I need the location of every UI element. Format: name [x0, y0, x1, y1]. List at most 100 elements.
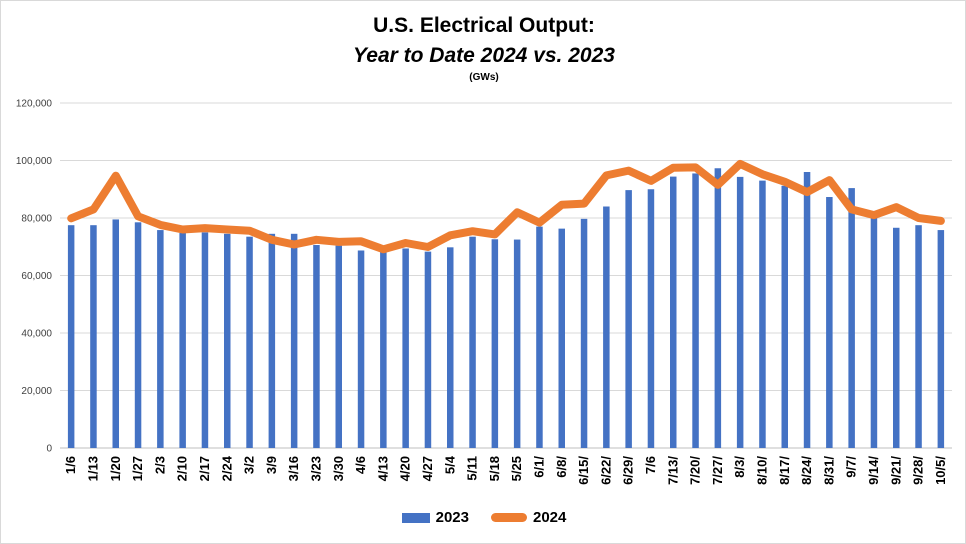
x-tick-label: 6/29/: [621, 456, 636, 485]
bar-2023: [603, 206, 610, 448]
bar-2023: [424, 251, 432, 448]
chart-legend: 2023 2024: [1, 509, 966, 526]
bar-2023: [335, 245, 342, 448]
legend-swatch-bar: [401, 512, 430, 523]
x-tick-label: 8/10/: [754, 456, 769, 485]
chart-title: U.S. Electrical Output:: [373, 14, 595, 37]
point-2024: [627, 169, 630, 172]
x-tick-label: 6/22/: [598, 456, 613, 485]
x-tick-label: 2/3: [152, 456, 167, 474]
x-tick-label: 9/28/: [911, 456, 926, 485]
point-2024: [939, 219, 942, 222]
legend-label-2023: 2023: [435, 509, 469, 526]
point-2024: [672, 166, 675, 169]
bar-2023: [781, 185, 788, 449]
x-tick-label: 3/2: [242, 456, 257, 474]
point-2024: [895, 206, 898, 209]
bar-2023: [558, 228, 565, 448]
x-tick-label: 7/20/: [688, 456, 703, 485]
bar-2023: [625, 190, 632, 449]
point-2024: [828, 179, 831, 182]
x-tick-label: 2/24: [219, 455, 234, 481]
point-2024: [761, 173, 764, 176]
point-2024: [471, 230, 474, 233]
point-2024: [315, 238, 318, 241]
point-2024: [293, 243, 296, 246]
bar-2023: [692, 173, 699, 448]
bar-2023: [290, 233, 298, 448]
x-tick-label: 7/6: [643, 456, 658, 474]
x-tick-label: 5/18: [487, 456, 502, 481]
x-tick-label: 5/11: [465, 456, 480, 481]
point-2024: [70, 217, 73, 220]
x-tick-label: 7/13/: [665, 456, 680, 485]
point-2024: [917, 217, 920, 219]
bar-2023: [736, 176, 744, 448]
point-2024: [426, 246, 429, 249]
bar-2023: [268, 233, 276, 448]
bar-2023: [513, 239, 521, 448]
bar-2023: [870, 215, 878, 448]
x-tick-label: 1/27: [130, 456, 145, 481]
bar-2023: [491, 239, 499, 448]
x-tick-label: 5/25: [509, 456, 524, 481]
bar-2023: [179, 232, 186, 448]
x-tick-label: 6/15/: [576, 456, 591, 485]
point-2024: [806, 191, 809, 194]
line-2024: [67, 159, 945, 254]
chart-unit-label: (GWs): [469, 72, 499, 83]
point-2024: [850, 208, 853, 211]
chart-subtitle: Year to Date 2024 vs. 2023: [353, 44, 615, 67]
point-2024: [203, 227, 206, 230]
x-tick-label: 3/9: [264, 456, 279, 474]
bar-2023: [803, 172, 811, 448]
point-2024: [493, 233, 496, 236]
bar-2023: [67, 225, 75, 448]
point-2024: [92, 208, 95, 211]
x-tick-label: 8/24/: [799, 456, 814, 485]
bar-2023: [848, 188, 855, 448]
point-2024: [449, 234, 452, 237]
point-2024: [404, 242, 407, 245]
point-2024: [360, 240, 363, 243]
y-tick-label: 40,000: [21, 329, 52, 340]
x-tick-label: 5/4: [442, 455, 457, 474]
x-tick-label: 1/20: [108, 456, 123, 481]
y-tick-label: 100,000: [16, 156, 53, 167]
y-tick-label: 120,000: [16, 99, 53, 110]
point-2024: [270, 238, 273, 241]
x-tick-label: 7/27/: [710, 456, 725, 485]
x-tick-label: 3/23: [308, 456, 323, 481]
bar-2023: [714, 168, 722, 448]
legend-item-2024: 2024: [491, 509, 566, 526]
x-tick-label: 9/21/: [888, 456, 903, 485]
point-2024: [872, 214, 875, 217]
bar-2023: [670, 176, 677, 448]
point-2024: [605, 174, 608, 177]
x-tick-label: 4/20: [398, 456, 413, 481]
bar-2023: [90, 225, 97, 448]
point-2024: [516, 211, 519, 214]
legend-item-2023: 2023: [401, 509, 469, 526]
bar-2023: [224, 233, 231, 448]
x-tick-label: 9/14/: [866, 456, 881, 485]
point-2024: [248, 229, 251, 232]
point-2024: [159, 223, 162, 226]
bar-2023: [201, 232, 209, 448]
x-tick-label: 8/31/: [821, 456, 836, 485]
legend-label-2024: 2024: [533, 509, 567, 526]
point-2024: [181, 228, 184, 231]
point-2024: [137, 215, 140, 218]
point-2024: [226, 228, 229, 231]
bar-2023: [447, 247, 454, 448]
x-tick-label: 8/3/: [732, 456, 747, 478]
x-tick-label: 10/5/: [933, 456, 948, 485]
bar-2023: [759, 180, 766, 448]
bar-2023: [826, 197, 833, 448]
point-2024: [560, 203, 563, 206]
point-2024: [649, 179, 652, 182]
x-tick-label: 2/10: [175, 456, 190, 481]
bar-2023: [157, 230, 164, 448]
